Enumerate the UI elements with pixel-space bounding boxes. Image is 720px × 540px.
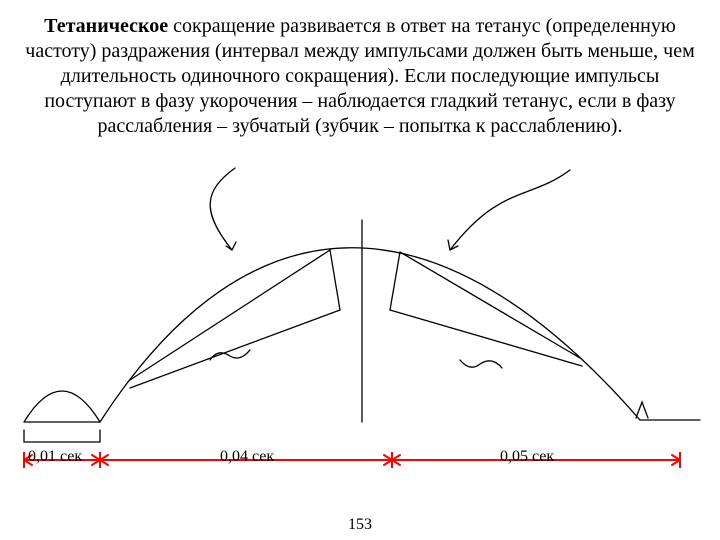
caption-paragraph: Тетаническое сокращение развивается в от…	[20, 14, 700, 139]
tetanus-diagram	[0, 160, 720, 500]
time-label-2: 0,05 сек	[500, 448, 554, 466]
time-label-1: 0,04 сек	[220, 448, 274, 466]
time-label-0: 0,01 сек	[28, 448, 82, 466]
page-number: 153	[0, 516, 720, 534]
